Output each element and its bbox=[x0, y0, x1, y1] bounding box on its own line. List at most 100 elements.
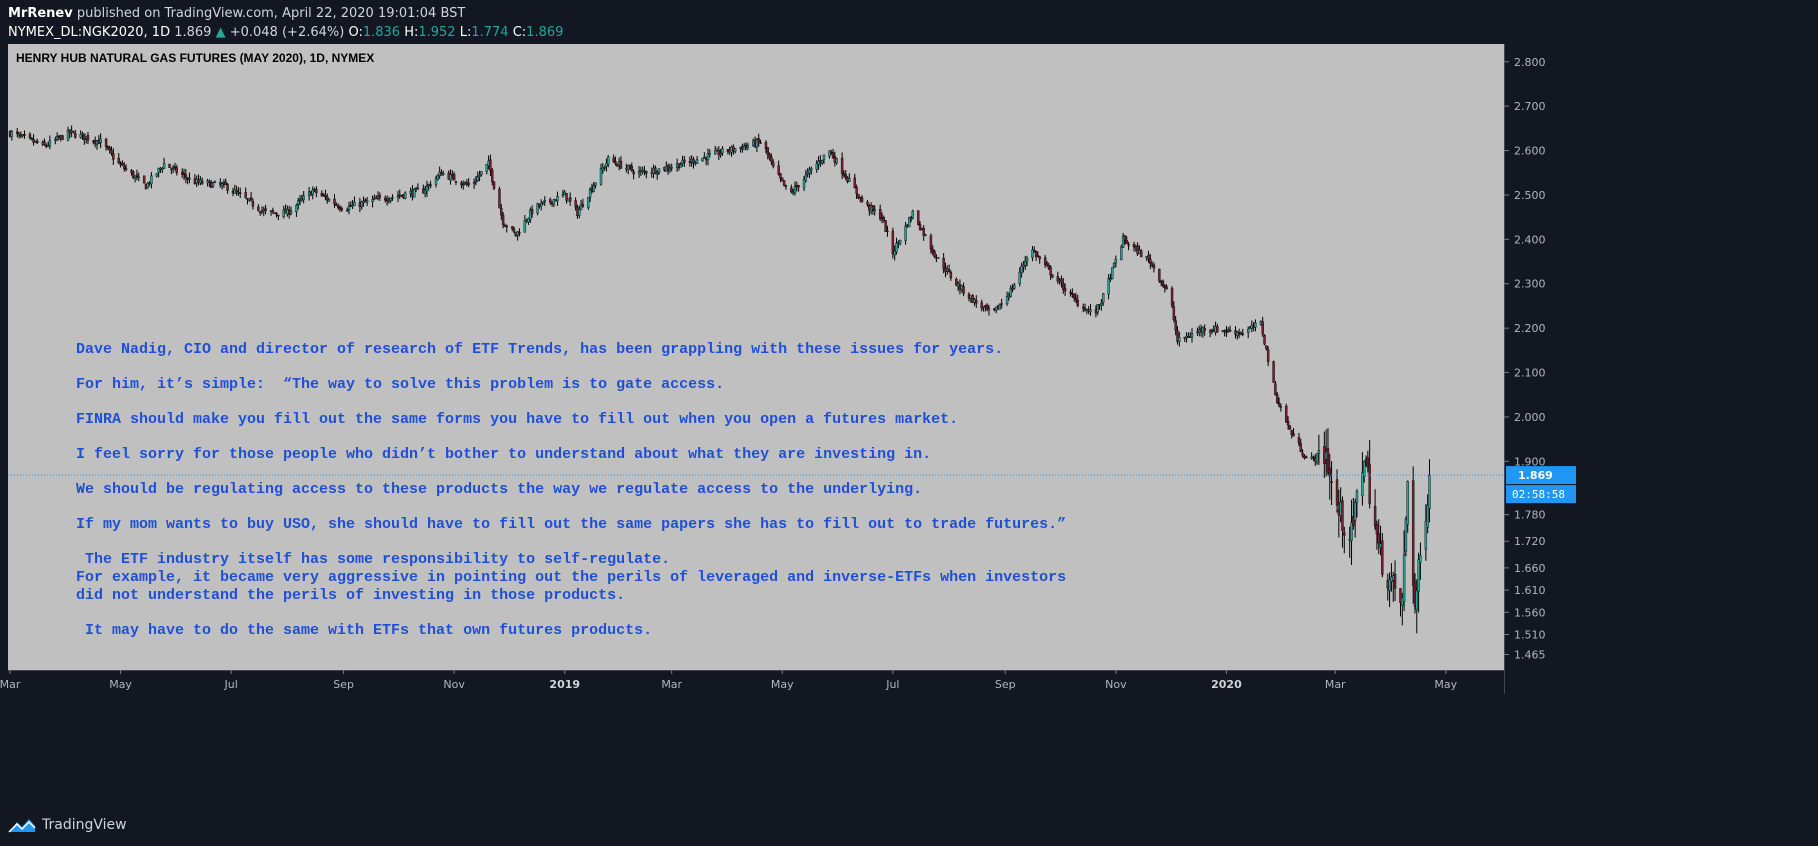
candle-body bbox=[108, 147, 111, 151]
candle-body bbox=[971, 295, 974, 303]
candle-body bbox=[1428, 474, 1431, 509]
candle-body bbox=[884, 220, 887, 232]
candle-body bbox=[498, 188, 501, 209]
candle-body bbox=[258, 211, 262, 213]
candle-body bbox=[1112, 262, 1116, 267]
candle-body bbox=[429, 184, 432, 187]
candle-body bbox=[523, 220, 527, 233]
candle-body bbox=[146, 182, 149, 188]
candle-body bbox=[472, 182, 476, 184]
candle-body bbox=[186, 178, 189, 181]
candle-body bbox=[86, 134, 90, 141]
x-tick-label: Mar bbox=[0, 678, 21, 691]
candle-body bbox=[135, 174, 139, 177]
candle-body bbox=[891, 230, 895, 255]
candle-body bbox=[336, 205, 340, 208]
candle-body bbox=[918, 224, 922, 230]
candle-body bbox=[442, 173, 445, 175]
candle-body bbox=[777, 165, 780, 175]
price-change: +0.048 (+2.64%) bbox=[229, 25, 345, 40]
candle-body bbox=[683, 159, 686, 163]
candle-body bbox=[1326, 448, 1330, 473]
candle-body bbox=[244, 192, 247, 198]
close-value: 1.869 bbox=[526, 25, 564, 40]
candle-body bbox=[161, 168, 164, 170]
candle-body bbox=[670, 167, 673, 169]
candle-body bbox=[1292, 433, 1295, 437]
candle-body bbox=[271, 210, 275, 212]
candle-body bbox=[478, 174, 481, 178]
candle-body bbox=[1274, 383, 1277, 395]
candle-body bbox=[1288, 425, 1292, 430]
candle-body bbox=[277, 214, 280, 217]
candle-body bbox=[587, 197, 590, 208]
candle-body bbox=[855, 187, 858, 194]
candle-body bbox=[257, 206, 260, 211]
candle-body bbox=[155, 173, 159, 177]
candle-body bbox=[721, 148, 724, 154]
candle-body bbox=[1328, 467, 1331, 477]
candle-body bbox=[289, 211, 293, 214]
candle-body bbox=[527, 218, 530, 223]
candle-body bbox=[975, 300, 978, 304]
candle-body bbox=[485, 164, 488, 172]
candle-body bbox=[815, 163, 818, 170]
candle-body bbox=[500, 208, 503, 216]
x-tick-label: May bbox=[109, 678, 132, 691]
tradingview-branding[interactable]: TradingView bbox=[8, 816, 127, 834]
candle-body bbox=[929, 235, 933, 250]
y-tick-label: 2.100 bbox=[1514, 367, 1546, 380]
y-tick-label: 1.660 bbox=[1514, 562, 1546, 575]
candle-body bbox=[1047, 265, 1050, 269]
candle-body bbox=[1417, 559, 1420, 592]
candle-body bbox=[112, 153, 115, 160]
candle-body bbox=[657, 168, 661, 173]
candle-body bbox=[1317, 450, 1321, 454]
candle-body bbox=[1107, 278, 1110, 295]
candle-body bbox=[985, 304, 989, 310]
symbol-name: NYMEX_DL:NGK2020, 1D bbox=[8, 25, 171, 40]
candle-body bbox=[1114, 259, 1118, 264]
candle-body bbox=[781, 177, 784, 181]
candle-body bbox=[714, 150, 717, 155]
candle-body bbox=[654, 167, 657, 174]
candle-body bbox=[295, 204, 298, 213]
up-arrow-icon: ▲ bbox=[215, 25, 226, 40]
candle-body bbox=[1246, 329, 1250, 333]
note-line: The ETF industry itself has some respons… bbox=[76, 551, 670, 568]
candle-body bbox=[853, 177, 857, 189]
candle-body bbox=[1101, 293, 1105, 303]
candle-body bbox=[529, 210, 532, 220]
candle-body bbox=[828, 150, 831, 157]
candle-body bbox=[123, 165, 126, 169]
candle-body bbox=[184, 174, 188, 178]
candle-body bbox=[1025, 258, 1029, 262]
candle-body bbox=[1031, 249, 1034, 258]
candle-body bbox=[1375, 524, 1379, 535]
candle-body bbox=[1076, 300, 1079, 307]
x-tick-label: 2020 bbox=[1211, 678, 1242, 691]
candle-body bbox=[173, 166, 177, 168]
candle-body bbox=[491, 169, 494, 182]
y-tick-label: 1.900 bbox=[1514, 455, 1546, 468]
candle-body bbox=[797, 185, 800, 188]
candle-body bbox=[759, 142, 762, 144]
candle-body bbox=[541, 201, 545, 204]
candles bbox=[8, 125, 1431, 634]
candle-body bbox=[1277, 402, 1281, 406]
candle-body bbox=[1136, 245, 1139, 255]
candle-body bbox=[1404, 518, 1408, 552]
x-tick-label: May bbox=[771, 678, 794, 691]
candle-body bbox=[733, 148, 737, 152]
open-label: O: bbox=[348, 25, 363, 40]
last-price: 1.869 bbox=[174, 25, 212, 40]
candle-body bbox=[1170, 288, 1174, 306]
candle-body bbox=[666, 165, 670, 170]
candle-body bbox=[345, 209, 349, 212]
candle-body bbox=[980, 302, 983, 309]
note-line: For example, it became very aggressive i… bbox=[76, 569, 1066, 586]
x-tick-label: Nov bbox=[1105, 678, 1127, 691]
y-tick-label: 1.610 bbox=[1514, 584, 1546, 597]
candle-body bbox=[170, 168, 173, 171]
